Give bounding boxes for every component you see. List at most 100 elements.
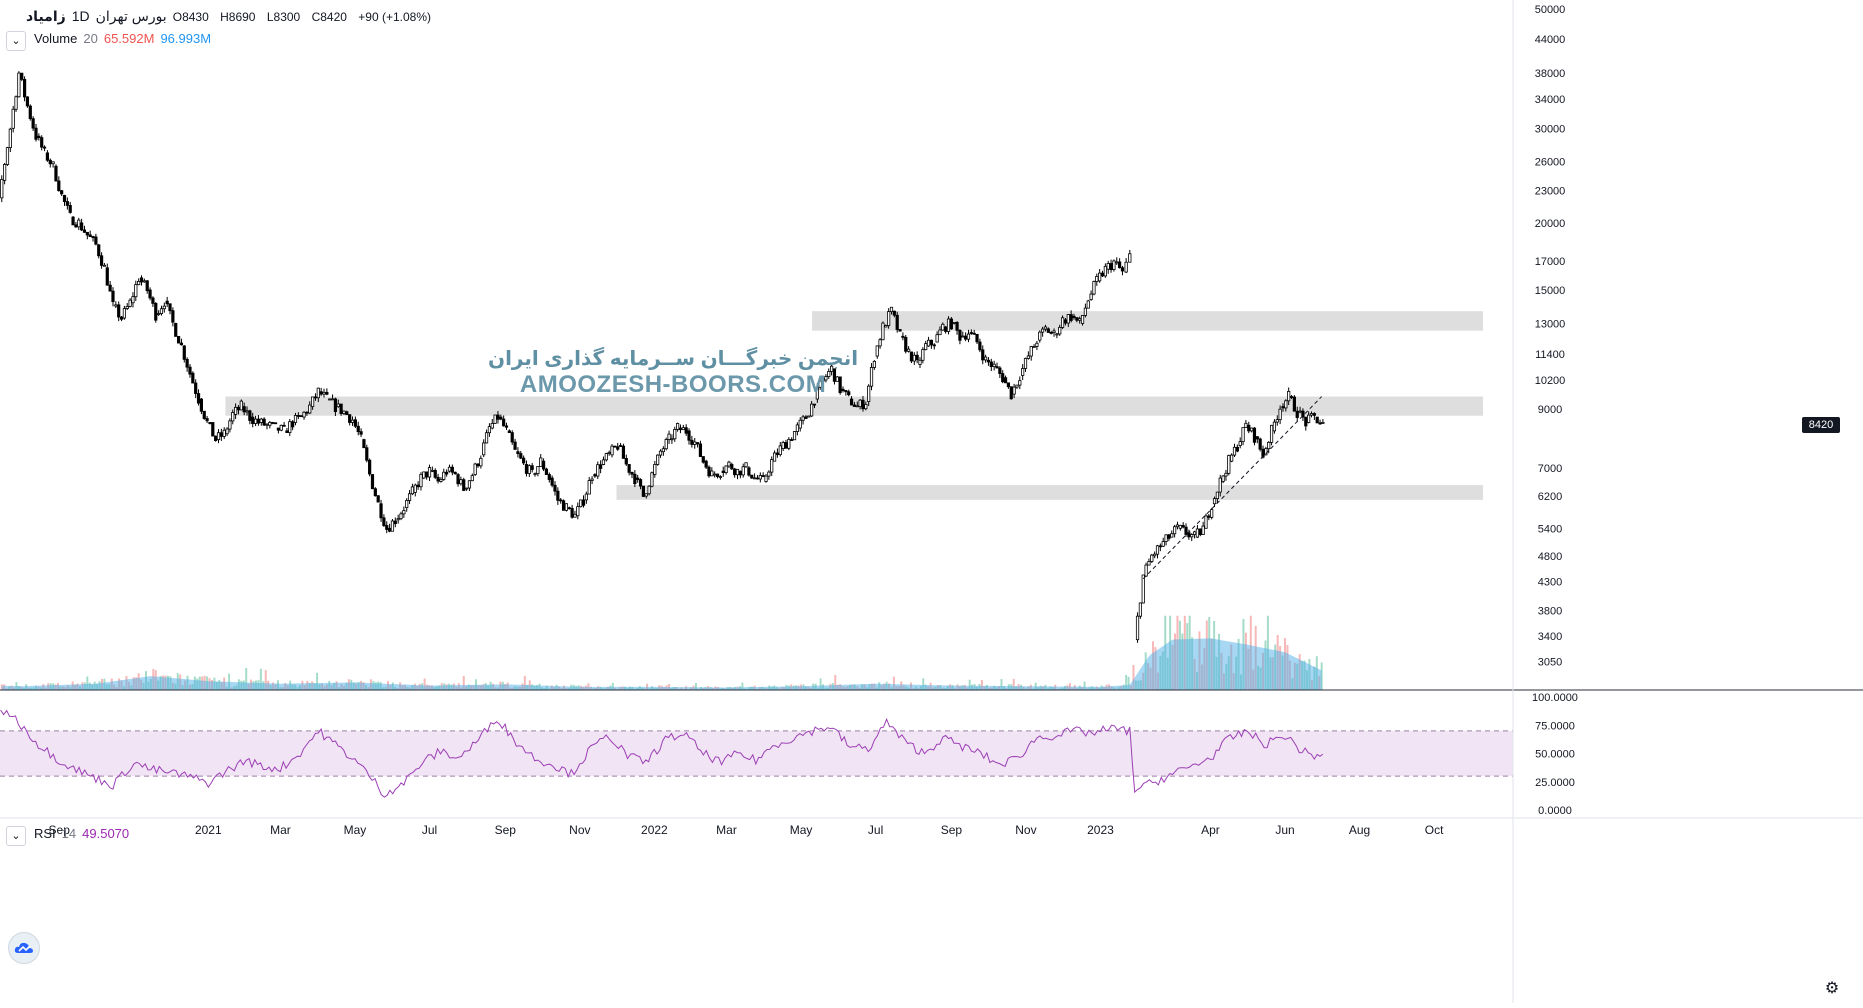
candle-body bbox=[370, 474, 375, 490]
candle-body bbox=[385, 525, 389, 530]
candle-body bbox=[399, 513, 403, 520]
candle-body bbox=[111, 290, 115, 303]
last-price-tag: 8420 bbox=[1802, 416, 1840, 433]
price-tick-label: 9000 bbox=[1538, 404, 1562, 416]
candle-body bbox=[1190, 534, 1194, 538]
candle-body bbox=[422, 471, 426, 479]
candle-body bbox=[1210, 509, 1214, 518]
price-tick-label: 15000 bbox=[1535, 285, 1566, 297]
candle-body bbox=[573, 513, 577, 518]
volume-bar bbox=[968, 679, 971, 690]
candle-body bbox=[795, 424, 799, 432]
candle-body bbox=[1178, 524, 1182, 529]
candle-body bbox=[1292, 396, 1296, 412]
price-tick-label: 44000 bbox=[1535, 34, 1566, 46]
candle-body bbox=[496, 414, 500, 420]
symbol-name[interactable]: زامیاد bbox=[26, 8, 66, 24]
candle-body bbox=[0, 179, 4, 199]
candle-body bbox=[1112, 260, 1116, 271]
candle-body bbox=[1298, 410, 1302, 413]
candle-body bbox=[234, 406, 238, 415]
rsi-label[interactable]: RSI bbox=[34, 826, 56, 841]
candle-body bbox=[293, 415, 298, 423]
candle-body bbox=[325, 391, 329, 395]
candle-body bbox=[393, 520, 397, 525]
candle-body bbox=[804, 416, 808, 419]
candle-body bbox=[1124, 261, 1128, 273]
candle-body bbox=[522, 457, 526, 464]
candle-body bbox=[1086, 300, 1090, 309]
candle-body bbox=[1304, 416, 1308, 427]
candle-body bbox=[142, 280, 146, 283]
candle-body bbox=[390, 520, 395, 532]
candle-body bbox=[701, 456, 705, 463]
candle-body bbox=[673, 429, 677, 440]
candle-body bbox=[1009, 386, 1013, 400]
candle-body bbox=[710, 470, 714, 477]
candle-body bbox=[425, 471, 429, 478]
rsi-collapse-button[interactable]: ⌄ bbox=[6, 826, 26, 846]
candle-body bbox=[299, 415, 303, 418]
candle-body bbox=[1141, 574, 1145, 604]
candle-body bbox=[476, 463, 480, 467]
volume-bar bbox=[228, 673, 231, 690]
candle-body bbox=[1075, 317, 1079, 321]
candle-body bbox=[348, 414, 352, 423]
candle-body bbox=[1284, 400, 1288, 409]
candle-body bbox=[790, 439, 794, 441]
candle-body bbox=[1164, 534, 1168, 543]
candle-body bbox=[904, 336, 908, 352]
candle-body bbox=[273, 422, 278, 425]
time-tick-label: Sep bbox=[495, 823, 517, 837]
candle-body bbox=[1318, 422, 1322, 425]
rsi-tick-label: 75.0000 bbox=[1535, 720, 1575, 732]
candle-body bbox=[402, 510, 406, 515]
tradingview-logo[interactable] bbox=[8, 932, 40, 964]
rsi-tick-label: 100.0000 bbox=[1532, 692, 1578, 704]
price-tick-label: 7000 bbox=[1538, 463, 1562, 475]
candle-body bbox=[1144, 564, 1148, 577]
candle-body bbox=[387, 527, 392, 532]
candle-body bbox=[1269, 424, 1274, 443]
candle-body bbox=[305, 411, 309, 414]
volume-label[interactable]: Volume bbox=[34, 31, 78, 46]
candle-body bbox=[407, 493, 412, 501]
volume-bar bbox=[245, 667, 248, 690]
candle-body bbox=[581, 499, 586, 506]
candle-body bbox=[345, 411, 349, 416]
time-tick-label: Sep bbox=[49, 823, 71, 837]
candle-body bbox=[530, 465, 534, 470]
candle-body bbox=[750, 474, 754, 479]
candle-body bbox=[801, 416, 805, 421]
candle-body bbox=[350, 419, 355, 423]
price-tick-label: 11400 bbox=[1535, 349, 1565, 361]
settings-gear-icon[interactable]: ⚙ bbox=[1824, 980, 1840, 997]
candle-body bbox=[507, 430, 511, 434]
candle-body bbox=[94, 236, 98, 245]
volume-collapse-button[interactable]: ⌄ bbox=[6, 31, 26, 51]
volume-bar bbox=[694, 682, 697, 690]
price-tick-label: 50000 bbox=[1535, 4, 1566, 16]
interval-label[interactable]: 1D bbox=[71, 8, 90, 24]
candle-body bbox=[410, 486, 415, 495]
candle-body bbox=[1272, 421, 1277, 432]
candle-body bbox=[467, 480, 472, 489]
candle-body bbox=[527, 465, 531, 474]
candle-body bbox=[1221, 475, 1225, 482]
candle-body bbox=[308, 404, 312, 414]
candle-body bbox=[753, 477, 757, 480]
volume-bar bbox=[1083, 681, 1086, 690]
volume-bar bbox=[922, 678, 925, 690]
candle-body bbox=[211, 422, 215, 437]
candle-body bbox=[519, 453, 523, 459]
candle-body bbox=[376, 495, 380, 503]
candle-body bbox=[715, 473, 720, 477]
volume-bar bbox=[1132, 664, 1135, 690]
price-tick-label: 3400 bbox=[1538, 631, 1562, 643]
candle-body bbox=[978, 341, 982, 351]
candle-body bbox=[102, 264, 107, 267]
candle-body bbox=[473, 463, 477, 475]
candle-body bbox=[747, 467, 751, 476]
